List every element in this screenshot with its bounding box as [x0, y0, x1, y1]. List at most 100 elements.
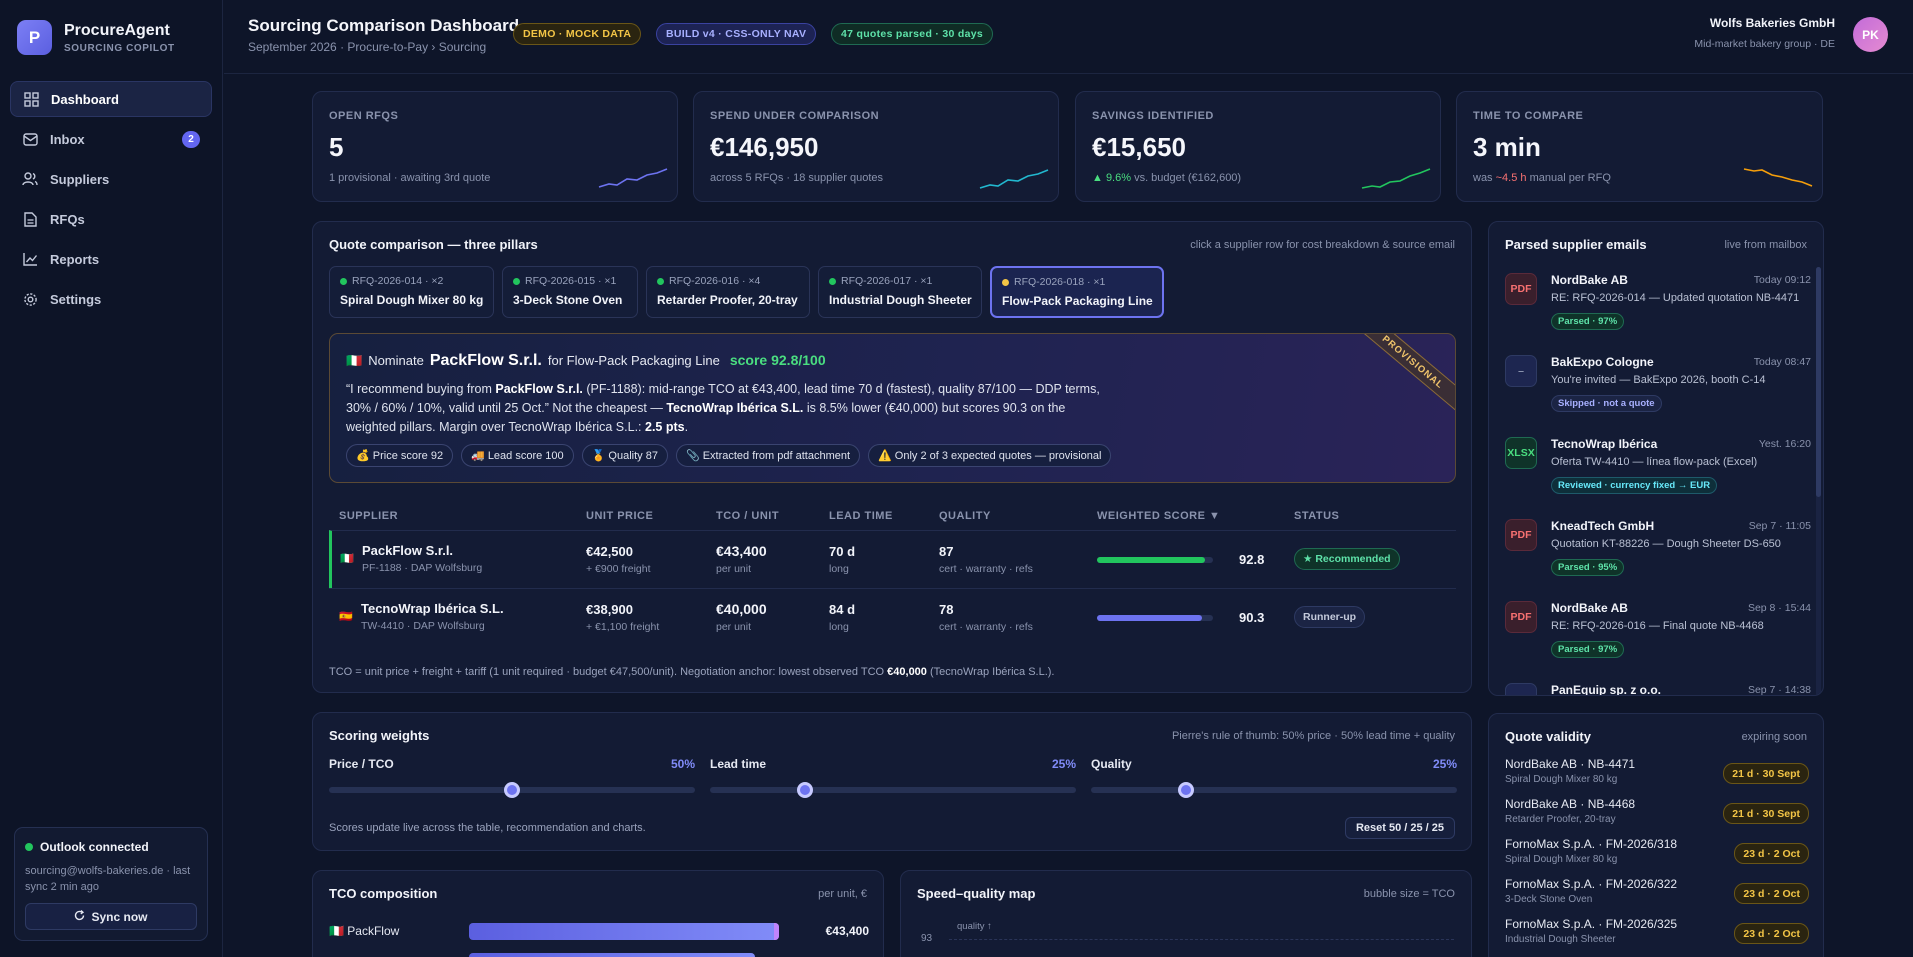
tco-supplier-name: PackFlow — [347, 924, 400, 938]
tco-bar — [469, 923, 779, 940]
lead-score-chip: 🚚 Lead score 100 — [461, 444, 574, 467]
quote-ref: FornoMax S.p.A. · FM-2026/325 — [1505, 917, 1678, 931]
sidebar-item-rfqs[interactable]: RFQs — [10, 201, 212, 237]
freight: + €1,100 freight — [586, 621, 660, 633]
kpi-sparkline — [979, 169, 1049, 189]
email-item[interactable]: XLSX TecnoWrap Ibérica Yest. 16:20 Ofert… — [1505, 431, 1811, 513]
reset-weights-button[interactable]: Reset 50 / 25 / 25 — [1344, 817, 1455, 839]
slider-track[interactable] — [1091, 782, 1457, 798]
sidebar-item-label: RFQs — [50, 211, 85, 227]
column-header-quality[interactable]: QUALITY — [939, 510, 991, 522]
y-axis-tick: 93 — [921, 933, 933, 944]
sidebar-item-label: Dashboard — [51, 91, 119, 107]
sync-now-label: Sync now — [91, 909, 148, 924]
unit-price: €38,900 — [586, 602, 633, 617]
pdf-icon: PDF — [1505, 519, 1537, 551]
rfq-code: RFQ-2026-016 · ×4 — [657, 275, 799, 287]
slider-handle[interactable] — [797, 782, 814, 798]
kpi-card-open-rfqs: OPEN RFQS 5 1 provisional · awaiting 3rd… — [312, 91, 678, 202]
table-row[interactable]: 🇮🇹 PackFlow S.r.l. PF-1188 · DAP Wolfsbu… — [329, 530, 1456, 588]
section-hint: Pierre's rule of thumb: 50% price · 50% … — [1171, 730, 1455, 742]
column-header-status[interactable]: STATUS — [1294, 510, 1340, 522]
recommendation-chips: 💰 Price score 92 🚚 Lead score 100 🏅 Qual… — [346, 444, 1112, 467]
pdf-icon: PDF — [1505, 601, 1537, 633]
status-dot-icon — [513, 277, 520, 285]
score-bar-fill — [1097, 615, 1202, 621]
email-item[interactable]: – BakExpo Cologne Today 08:47 You're inv… — [1505, 349, 1811, 431]
price-score-chip: 💰 Price score 92 — [346, 444, 454, 467]
brand[interactable]: P ProcureAgent SOURCING COPILOT — [17, 20, 175, 55]
column-header-tco[interactable]: TCO / UNIT — [716, 510, 780, 522]
dashboard-icon — [23, 91, 39, 107]
kpi-label: TIME TO COMPARE — [1473, 110, 1584, 122]
rfq-tab[interactable]: RFQ-2026-015 · ×1 3-Deck Stone Oven — [502, 266, 638, 318]
list-item[interactable]: NordBake AB · NB-4471 Spiral Dough Mixer… — [1505, 757, 1809, 797]
supplier-name: TecnoWrap Ibérica S.L. — [361, 601, 504, 616]
user-avatar[interactable]: PK — [1853, 17, 1888, 52]
quality-basis: cert · warranty · refs — [939, 563, 1033, 575]
column-header-unit-price[interactable]: UNIT PRICE — [586, 510, 654, 522]
column-header-lead-time[interactable]: LEAD TIME — [829, 510, 893, 522]
list-item[interactable]: NordBake AB · NB-4468 Retarder Proofer, … — [1505, 797, 1809, 837]
tco-bar-segment — [774, 923, 779, 940]
slider-handle[interactable] — [1178, 782, 1195, 798]
tco-bar-row[interactable] — [329, 951, 869, 957]
section-title: Quote validity — [1505, 729, 1591, 744]
kpi-label: SPEND UNDER COMPARISON — [710, 110, 880, 122]
email-list-scrollbar[interactable] — [1816, 267, 1821, 695]
parse-status-badge: Parsed · 97% — [1551, 313, 1625, 330]
source-chip[interactable]: 📎 Extracted from pdf attachment — [675, 444, 861, 467]
sidebar-item-settings[interactable]: Settings — [10, 281, 212, 317]
tco-note-text: (TecnoWrap Ibérica S.L.). — [926, 666, 1055, 678]
kpi-value: 5 — [329, 132, 344, 162]
sidebar-item-label: Inbox — [50, 131, 85, 147]
rfq-tab-active[interactable]: RFQ-2026-018 · ×1 Flow-Pack Packaging Li… — [990, 266, 1164, 318]
parse-status-badge: Skipped · not a quote — [1551, 395, 1662, 412]
tco-per-unit: €40,000 — [716, 601, 767, 617]
column-header-weighted-score[interactable]: WEIGHTED SCORE ▼ — [1097, 510, 1221, 522]
list-item[interactable]: FornoMax S.p.A. · FM-2026/325 Industrial… — [1505, 917, 1809, 957]
quote-ref: NordBake AB · NB-4468 — [1505, 797, 1636, 811]
email-item[interactable]: PDF KneadTech GmbH Sep 7 · 11:05 Quotati… — [1505, 513, 1811, 595]
tco-footnote: TCO = unit price + freight + tariff (1 u… — [329, 666, 1055, 678]
sidebar-item-reports[interactable]: Reports — [10, 241, 212, 277]
sidebar-item-inbox[interactable]: Inbox 2 — [10, 121, 212, 157]
status-dot-icon — [657, 277, 664, 285]
status-dot-icon — [25, 843, 33, 851]
slider-handle[interactable] — [504, 782, 520, 798]
breadcrumb: September 2026 · Procure-to-Pay › Sourci… — [248, 40, 487, 54]
status-badge: ★ Recommended — [1294, 548, 1400, 570]
email-item[interactable]: PDF NordBake AB Sep 8 · 15:44 RE: RFQ-20… — [1505, 595, 1811, 677]
freight: + €900 freight — [586, 563, 651, 575]
tco-note-anchor: €40,000 — [887, 666, 927, 678]
slider-label: Quality — [1091, 757, 1132, 771]
email-item[interactable]: PDF NordBake AB Today 09:12 RE: RFQ-2026… — [1505, 267, 1811, 349]
weighted-score: 92.8 — [1239, 552, 1265, 567]
tco-bar-row[interactable]: 🇮🇹 PackFlow €43,400 — [329, 921, 869, 941]
users-icon — [22, 171, 38, 187]
section-title: TCO composition — [329, 886, 438, 901]
scrollbar-thumb[interactable] — [1816, 267, 1821, 497]
email-subject: RE: RFQ-2026-014 — Updated quotation NB-… — [1551, 292, 1800, 304]
sidebar-item-dashboard[interactable]: Dashboard — [10, 81, 212, 117]
tco-composition-panel: TCO composition per unit, € 🇮🇹 PackFlow … — [312, 870, 884, 957]
list-item[interactable]: FornoMax S.p.A. · FM-2026/318 Spiral Dou… — [1505, 837, 1809, 877]
rfq-tab[interactable]: RFQ-2026-016 · ×4 Retarder Proofer, 20-t… — [646, 266, 810, 318]
list-item[interactable]: FornoMax S.p.A. · FM-2026/322 3-Deck Sto… — [1505, 877, 1809, 917]
sidebar-item-suppliers[interactable]: Suppliers — [10, 161, 212, 197]
kpi-subtext-rest: manual per RFQ — [1526, 172, 1611, 184]
rfq-tab[interactable]: RFQ-2026-014 · ×2 Spiral Dough Mixer 80 … — [329, 266, 494, 318]
rfq-tab[interactable]: RFQ-2026-017 · ×1 Industrial Dough Sheet… — [818, 266, 982, 318]
email-sender: BakExpo Cologne — [1551, 355, 1654, 369]
email-item[interactable]: PanEquip sp. z o.o. Sep 7 · 14:38 — [1505, 677, 1811, 695]
table-row[interactable]: 🇪🇸 TecnoWrap Ibérica S.L. TW-4410 · DAP … — [329, 588, 1456, 646]
company-name: Wolfs Bakeries GmbH — [1709, 16, 1835, 30]
quote-comparison-panel: Quote comparison — three pillars click a… — [312, 221, 1472, 693]
no-attachment-icon: – — [1505, 355, 1537, 387]
gridline — [949, 939, 1454, 940]
column-header-supplier[interactable]: SUPPLIER — [339, 510, 399, 522]
rfq-code-label: RFQ-2026-017 · ×1 — [841, 275, 933, 287]
slider-track[interactable] — [329, 782, 695, 798]
sync-now-button[interactable]: Sync now — [25, 903, 197, 930]
slider-track[interactable] — [710, 782, 1076, 798]
